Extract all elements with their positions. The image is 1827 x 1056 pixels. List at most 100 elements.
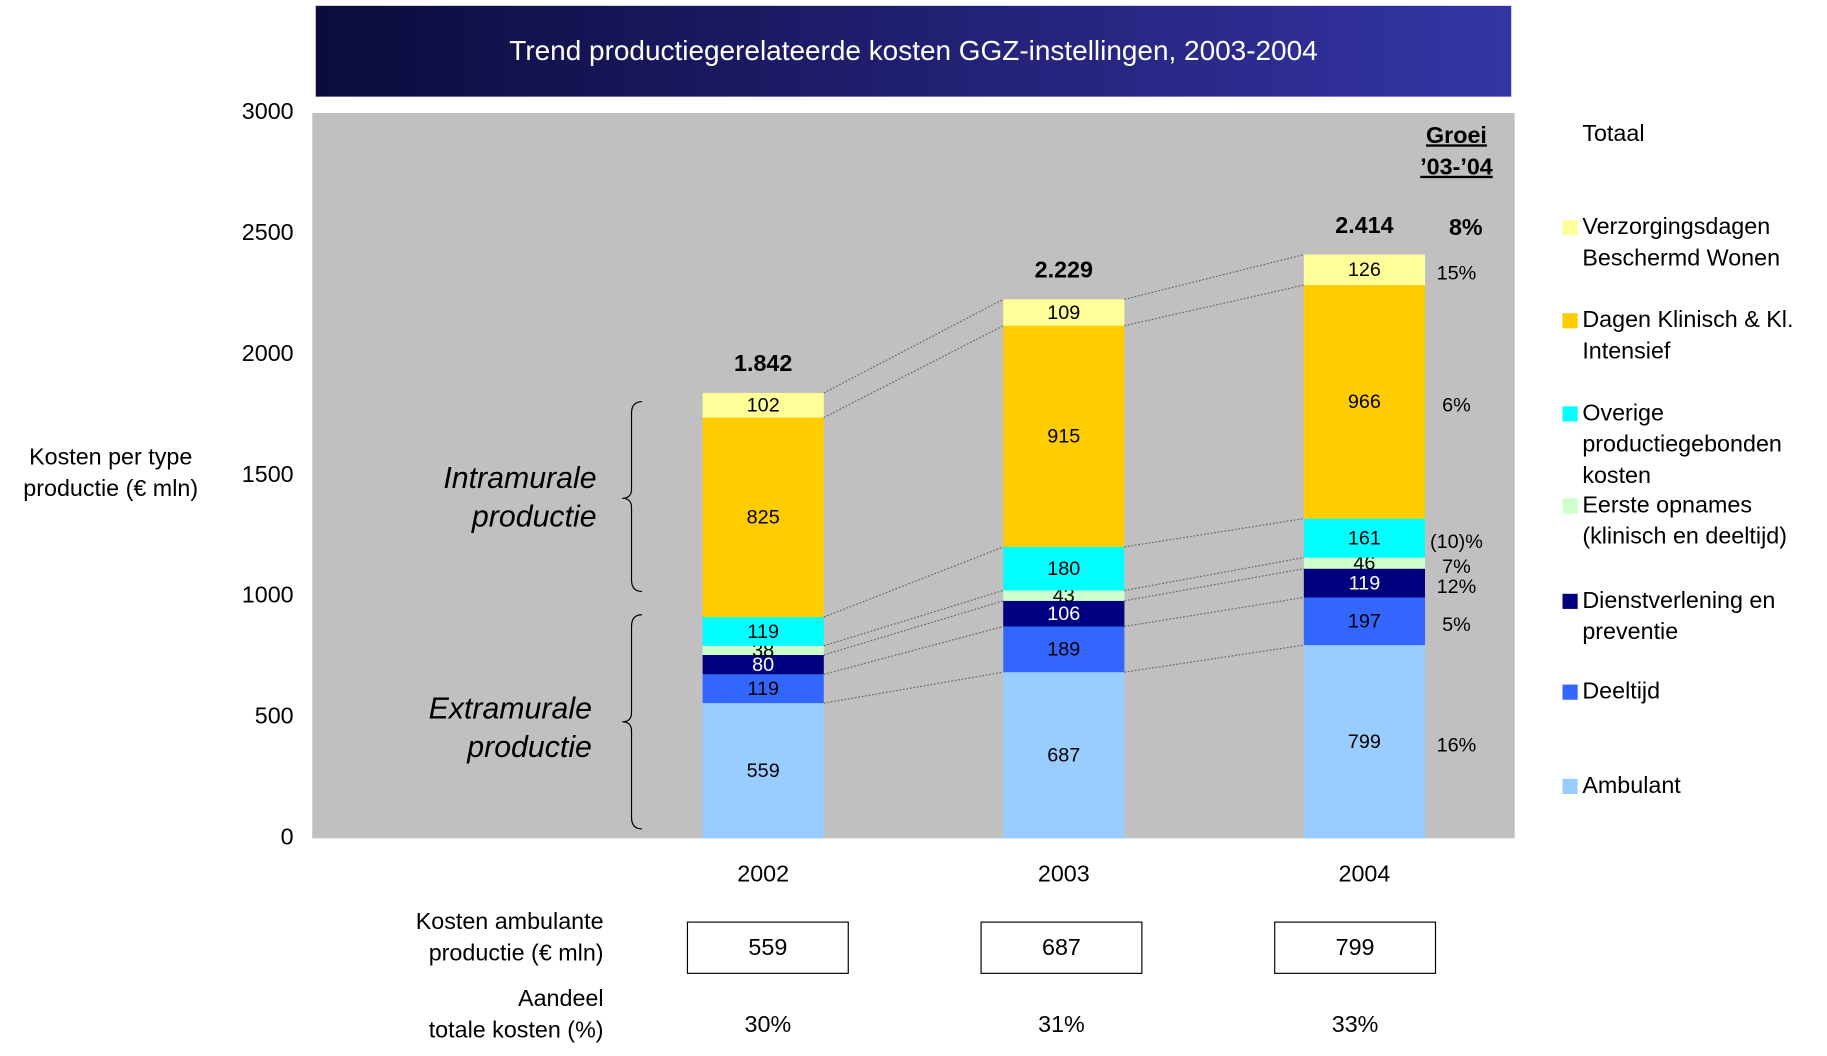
legend-label: Verzorgingsdagen Beschermd Wonen [1582,214,1781,272]
bar-value-label: 126 [1348,259,1381,281]
table-cell [1274,921,1437,974]
connector [1124,568,1304,602]
growth-label: 12% [1437,576,1477,598]
growth-label: 15% [1437,263,1477,285]
bar-segment [1003,600,1125,627]
growth-title: Groei ’03-’04 [1420,123,1493,181]
table-value: 559 [748,934,787,960]
legend-swatch [1562,498,1578,514]
bar-value-label: 43 [1053,585,1075,607]
legend-swatch [1562,778,1578,795]
bar-segment [1303,518,1426,558]
bar-segment [1303,597,1426,646]
y-tick-label: 500 [255,703,294,729]
row-label-line: Aandeel [518,986,604,1012]
growth-label: (10)% [1430,531,1483,553]
connector [823,625,1004,675]
annotation: Extramurale productie [428,690,592,764]
bar-value-label: 119 [747,678,779,700]
annotation: Intramurale productie [443,459,597,534]
bar-value-label: 559 [747,760,780,782]
table-value: 687 [1042,934,1081,960]
brace [622,401,643,593]
bar-value-label: 966 [1348,391,1381,413]
bar-segment [702,655,824,675]
legend-swatch [1562,684,1578,700]
bar-segment [702,645,824,656]
title-bar [315,5,1512,97]
connector [1124,644,1304,673]
legend-swatch [1562,220,1578,236]
y-tick-label: 1500 [242,461,294,487]
bar-segment [1303,557,1426,569]
total-label: 2.229 [1035,257,1093,283]
bar-value-label: 80 [752,654,774,676]
bar-segment [1003,590,1125,601]
y-axis-label: Kosten per type productie (€ mln) [23,444,199,502]
connector [823,671,1004,704]
table-cell [980,921,1143,974]
bar-value-label: 825 [747,507,780,529]
bar-segment [702,703,824,839]
legend-swatch [1562,593,1578,609]
bar-value-label: 915 [1047,426,1080,448]
y-tick-label: 2000 [242,340,294,366]
row-label-line: Kosten ambulante [415,909,604,935]
legend-label: Ambulant [1582,773,1681,799]
legend-swatch [1562,313,1578,329]
growth-label: 6% [1442,395,1471,417]
bar-value-label: 119 [1349,572,1381,594]
y-tick-label: 2500 [242,219,294,245]
table-value: 33% [1332,1011,1379,1037]
legend-label: Dienstverlening en preventie [1582,587,1776,646]
bar-value-label: 119 [747,621,779,643]
bar-segment [1303,285,1426,519]
row-label: Aandeel totale kosten (%) [350,984,604,1047]
bar-segment [702,674,824,704]
bar-value-label: 46 [1353,553,1375,575]
legend-swatch [1562,406,1578,422]
row-label-line: productie (€ mln) [428,940,604,967]
bar-segment [1003,626,1125,673]
y-tick-label: 0 [281,823,294,849]
bar-segment [1003,672,1125,839]
row-label-line: totale kosten (%) [428,1017,604,1044]
bar-segment [1003,325,1125,547]
legend-label: Dagen Klinisch & Kl. Intensief [1582,307,1794,365]
total-label: 2.414 [1335,212,1393,238]
legend-title: Totaal [1582,121,1645,147]
connector [1124,518,1304,548]
connector [1124,254,1304,300]
connector [823,546,1004,618]
table-cell [686,921,849,974]
table-value: 799 [1336,934,1375,960]
x-tick-label: 2004 [1339,861,1391,887]
connector [1124,284,1304,327]
connector [823,298,1004,394]
bar-value-label: 189 [1047,639,1080,661]
connector [1124,596,1304,628]
x-tick-label: 2003 [1038,861,1090,887]
legend-label: Eerste opnames (klinisch en deeltijd) [1582,492,1787,550]
bar-value-label: 102 [747,395,780,417]
bar-segment [1303,568,1426,598]
bar-segment [1303,645,1426,839]
bar-segment [1303,254,1426,286]
y-tick-label: 1000 [242,582,294,608]
bar-value-label: 180 [1047,558,1080,580]
connector [1124,556,1304,592]
bar-value-label: 161 [1348,528,1381,550]
y-tick-label: 3000 [242,98,294,124]
connector [823,325,1004,419]
table-value: 31% [1038,1011,1085,1037]
bar-segment [702,417,824,618]
x-tick-label: 2002 [737,861,789,887]
growth-label: 5% [1442,614,1471,636]
total-growth-label: 8% [1449,214,1483,240]
growth-label: 16% [1437,735,1477,757]
chart-title: Trend productiegerelateerde kosten GGZ-i… [509,35,1317,66]
legend-label: Deeltijd [1582,678,1661,705]
bar-segment [702,392,824,418]
growth-label: 7% [1442,556,1471,578]
